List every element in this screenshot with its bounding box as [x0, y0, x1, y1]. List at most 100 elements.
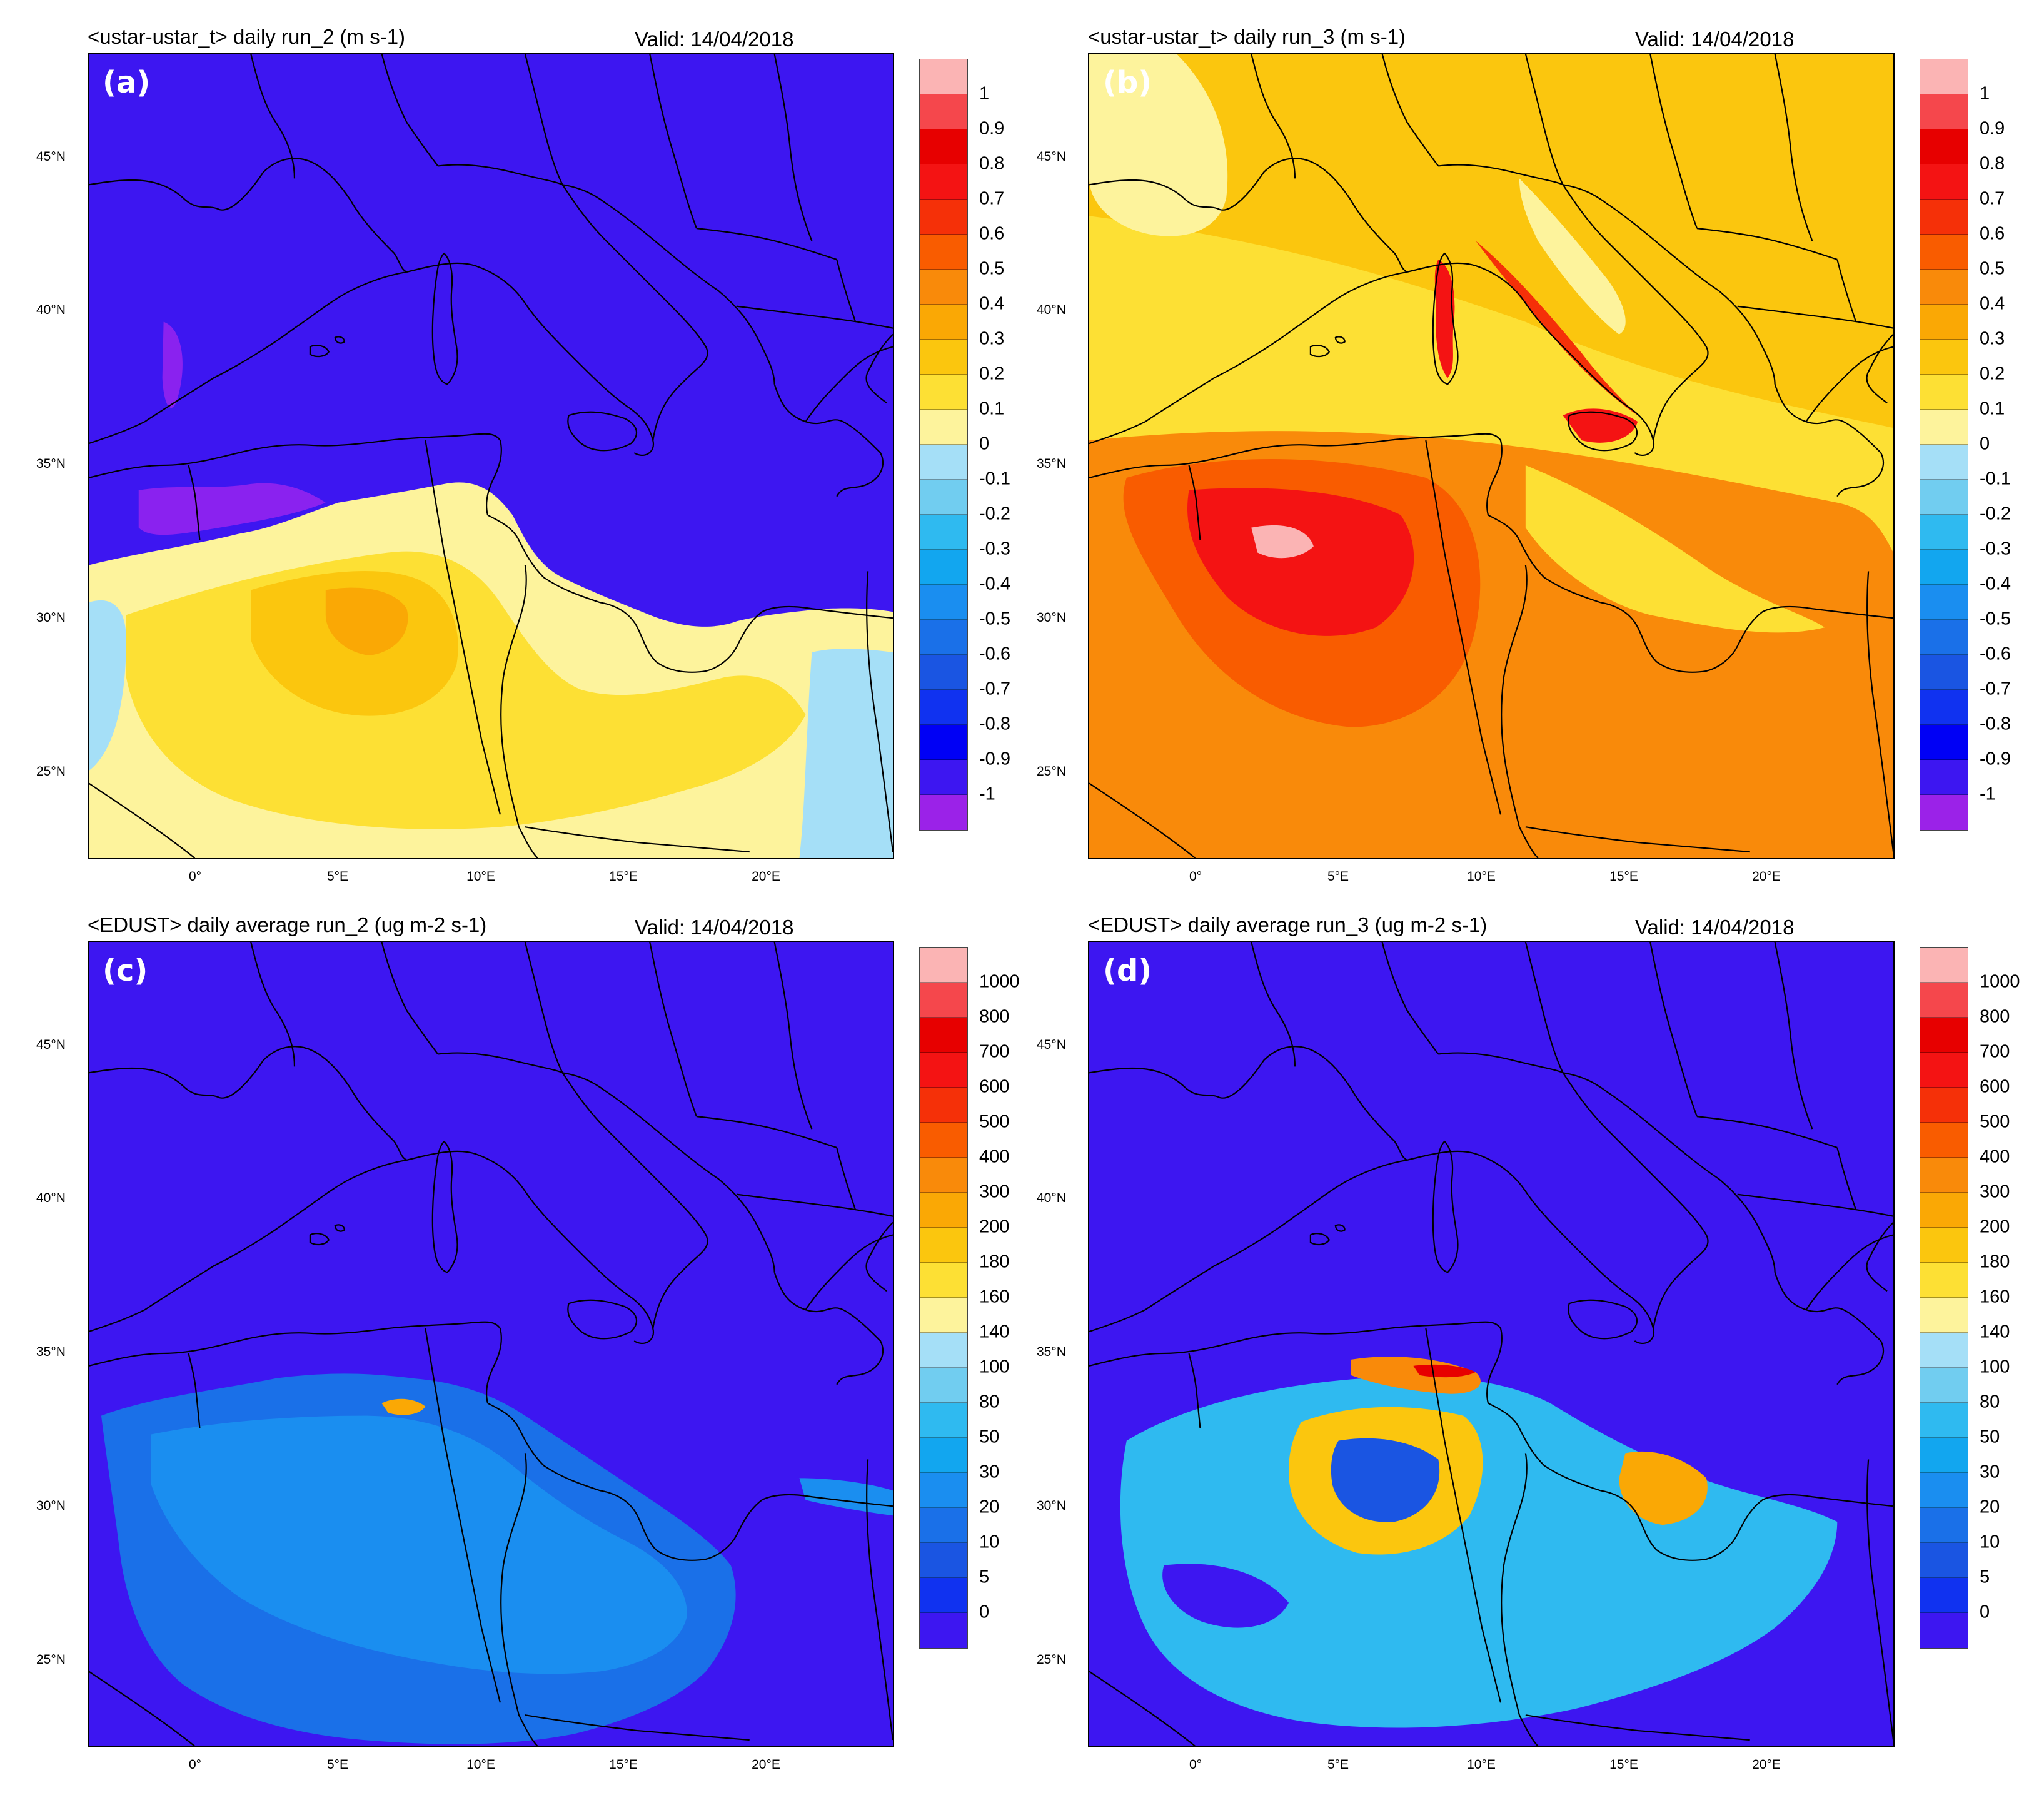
colorbar-label: -0.5	[979, 609, 1010, 629]
colorbar-label: -0.1	[1980, 468, 2011, 489]
colorbar-swatch	[1920, 725, 1968, 760]
colorbar-label: -1	[1980, 784, 1996, 804]
panel-label: (c)	[103, 953, 148, 988]
lon-tick: 5°E	[326, 1757, 349, 1772]
colorbar-label: 50	[1980, 1427, 2000, 1447]
lat-tick: 35°N	[1037, 457, 1066, 471]
lon-tick: 0°	[1189, 1757, 1202, 1772]
colorbar-label: 0.6	[1980, 223, 2005, 244]
lon-tick: 20°E	[1752, 869, 1781, 884]
colorbar-swatch	[920, 585, 967, 620]
panel-c: <EDUST> daily average run_2 (ug m-2 s-1)…	[0, 913, 1020, 1801]
colorbar-swatch	[1920, 690, 1968, 725]
colorbar-label: 200	[1980, 1216, 2010, 1237]
map-plot: (b)	[1088, 53, 1895, 859]
colorbar-label: -0.2	[979, 503, 1010, 524]
field-mid-region	[151, 1415, 688, 1674]
colorbar-label: 1000	[1980, 971, 2020, 992]
field-max-region	[1413, 1364, 1476, 1378]
colorbar-label: 0.3	[1980, 328, 2005, 349]
colorbar-label: 400	[1980, 1146, 2010, 1167]
map-field	[1089, 54, 1893, 858]
colorbar-swatch	[1920, 550, 1968, 585]
colorbar-label: 0	[1980, 433, 1990, 454]
map-field	[1089, 942, 1893, 1746]
colorbar-swatch	[920, 620, 967, 655]
lat-tick: 30°N	[1037, 610, 1066, 625]
colorbar-swatch	[1920, 1263, 1968, 1298]
colorbar-label: 5	[1980, 1567, 1990, 1587]
colorbar-swatch	[920, 1473, 967, 1508]
colorbar-swatch	[1920, 515, 1968, 550]
colorbar-label: 700	[1980, 1041, 2010, 1062]
colorbar-label: -0.4	[1980, 574, 2011, 594]
colorbar-swatch	[920, 410, 967, 445]
colorbar-label: 5	[979, 1567, 990, 1587]
colorbar-label: 0	[979, 433, 990, 454]
lon-tick: 10°E	[466, 1757, 495, 1772]
lat-tick: 40°N	[1037, 1191, 1066, 1205]
colorbar-swatch	[920, 164, 967, 200]
field-negative-region-east	[799, 649, 893, 858]
valid-date: Valid: 14/04/2018	[635, 28, 794, 51]
colorbar-label: -0.4	[979, 574, 1010, 594]
colorbar-label: -1	[979, 784, 995, 804]
lon-tick: 20°E	[752, 869, 780, 884]
panel-label: (b)	[1103, 65, 1152, 100]
colorbar-label: 800	[979, 1006, 1010, 1027]
colorbar-swatch	[1920, 375, 1968, 410]
colorbar-swatch	[1920, 1508, 1968, 1543]
panel-b: <ustar-ustar_t> daily run_3 (m s-1) Vali…	[1000, 25, 2011, 913]
colorbar-swatch	[920, 760, 967, 795]
colorbar-swatch	[1920, 1438, 1968, 1473]
colorbar-label: 0.2	[979, 363, 1005, 384]
valid-date: Valid: 14/04/2018	[635, 916, 794, 939]
colorbar-label: 180	[1980, 1251, 2010, 1272]
panel-label: (d)	[1103, 953, 1152, 988]
colorbar-swatch	[1920, 655, 1968, 690]
colorbar-swatch	[1920, 585, 1968, 620]
lat-tick: 35°N	[36, 1345, 66, 1359]
colorbar-swatch	[920, 59, 967, 94]
colorbar	[1920, 947, 1968, 1649]
colorbar-label: 0.8	[979, 153, 1005, 174]
colorbar-label: 0.8	[1980, 153, 2005, 174]
colorbar-label: 0	[979, 1602, 990, 1622]
colorbar-label: 0.7	[979, 188, 1005, 209]
colorbar-label: 0.9	[979, 118, 1005, 139]
colorbar-swatch	[1920, 1088, 1968, 1123]
colorbar-label: 20	[1980, 1497, 2000, 1517]
colorbar-swatch	[920, 1053, 967, 1088]
colorbar-swatch	[1920, 235, 1968, 270]
field-coastal-region	[138, 483, 326, 535]
colorbar-label: 10	[979, 1532, 1000, 1552]
colorbar-label: -0.6	[1980, 644, 2011, 664]
lon-tick: 20°E	[752, 1757, 780, 1772]
panel-label: (a)	[103, 65, 151, 100]
colorbar-swatch	[1920, 59, 1968, 94]
colorbar-label: 0	[1980, 1602, 1990, 1622]
lon-tick: 5°E	[1327, 1757, 1349, 1772]
colorbar-label: -0.9	[1980, 749, 2011, 769]
field-east-high-region	[1619, 1451, 1708, 1525]
colorbar-swatch	[1920, 1193, 1968, 1228]
colorbar-swatch	[1920, 1473, 1968, 1508]
field-center-region	[1331, 1438, 1440, 1522]
field-peak-region	[1187, 488, 1414, 636]
colorbar-label: 80	[1980, 1392, 2000, 1412]
colorbar-swatch	[920, 375, 967, 410]
panel-title: <ustar-ustar_t> daily run_2 (m s-1)	[88, 25, 406, 48]
lat-tick: 35°N	[36, 457, 66, 471]
field-negative-region-west	[89, 600, 126, 771]
colorbar-label: -0.7	[979, 679, 1010, 699]
lon-tick: 10°E	[466, 869, 495, 884]
colorbar-label: 300	[1980, 1181, 2010, 1202]
panel-title: <EDUST> daily average run_3 (ug m-2 s-1)	[1088, 913, 1488, 936]
lon-tick: 0°	[188, 1757, 202, 1772]
colorbar-swatch	[920, 1508, 967, 1543]
panel-a: <ustar-ustar_t> daily run_2 (m s-1) Vali…	[0, 25, 1010, 913]
lon-tick: 5°E	[1327, 869, 1349, 884]
colorbar-label: -0.6	[979, 644, 1010, 664]
colorbar-swatch	[1920, 480, 1968, 515]
